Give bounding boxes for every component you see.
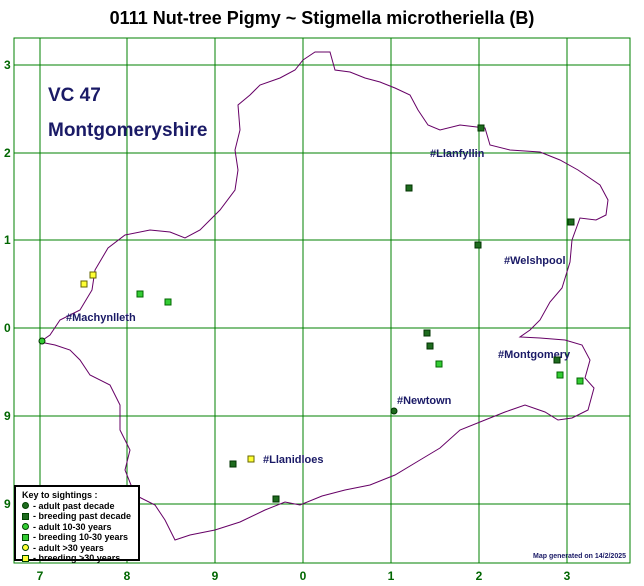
legend-label: - breeding >30 years — [33, 553, 121, 563]
x-label: 9 — [212, 569, 219, 583]
sighting-marker — [553, 356, 561, 364]
x-label: 8 — [124, 569, 131, 583]
town-newtown: #Newtown — [397, 395, 452, 407]
town-marker-newtown — [390, 407, 398, 415]
map-title: 0111 Nut-tree Pigmy ~ Stigmella microthe… — [109, 8, 535, 28]
sighting-marker — [89, 271, 97, 279]
sighting-marker — [247, 455, 255, 463]
sighting-marker — [556, 371, 564, 379]
x-label: 3 — [564, 569, 571, 583]
town-montgomery: #Montgomery — [498, 349, 571, 361]
breeding-10-30-years-icon — [22, 533, 29, 541]
legend-item: - breeding 10-30 years — [22, 532, 138, 543]
town-llanidloes: #Llanidloes — [263, 454, 324, 466]
x-label: 2 — [476, 569, 483, 583]
sightings-breeding-past-decade — [229, 124, 575, 503]
county-boundary — [38, 51, 609, 541]
y-label: 1 — [4, 233, 11, 247]
legend-item: - breeding past decade — [22, 511, 138, 522]
generated-date: Map generated on 14/2/2025 — [533, 553, 626, 560]
breeding-30-plus-years-icon — [22, 554, 29, 562]
sighting-marker — [80, 280, 88, 288]
y-axis-labels: 3 2 1 0 9 9 — [4, 58, 11, 511]
breeding-past-decade-icon — [22, 512, 29, 520]
map-frame — [13, 37, 631, 564]
legend-label: - breeding 10-30 years — [33, 532, 129, 542]
sighting-marker — [576, 377, 584, 385]
vc-name: Montgomeryshire — [48, 120, 207, 141]
sighting-marker — [423, 329, 431, 337]
legend-label: - adult >30 years — [33, 542, 104, 553]
y-label: 9 — [4, 497, 11, 511]
town-welshpool: #Welshpool — [504, 255, 566, 267]
legend-title: Key to sightings : — [22, 490, 98, 500]
y-label: 0 — [4, 321, 11, 335]
town-marker-machynlleth — [38, 337, 46, 345]
x-label: 1 — [388, 569, 395, 583]
legend-label: - adult 10-30 years — [33, 521, 112, 532]
town-llanfyllin: #Llanfyllin — [430, 148, 485, 160]
sighting-marker — [426, 342, 434, 350]
sighting-marker — [477, 124, 485, 132]
x-axis-labels: 7 8 9 0 1 2 3 — [37, 569, 571, 583]
y-label: 9 — [4, 409, 11, 423]
sighting-marker — [136, 290, 144, 298]
legend-item: - adult past decade — [22, 501, 138, 512]
town-machynlleth: #Machynlleth — [66, 312, 136, 324]
sighting-marker — [567, 218, 575, 226]
y-label: 2 — [4, 146, 11, 160]
sighting-marker — [405, 184, 413, 192]
y-label: 3 — [4, 58, 11, 72]
sighting-marker — [474, 241, 482, 249]
adult-10-30-years-icon — [22, 523, 29, 531]
adult-past-decade-icon — [22, 502, 29, 510]
legend-item: - adult >30 years — [22, 543, 138, 554]
legend-label: - adult past decade — [33, 500, 115, 511]
x-label: 0 — [300, 569, 307, 583]
sighting-marker — [272, 495, 280, 503]
sighting-marker — [435, 360, 443, 368]
sightings-breeding-30-plus — [80, 271, 255, 463]
vc-number: VC 47 — [48, 85, 101, 106]
sightings-breeding-10-30 — [136, 290, 584, 385]
legend-item: - breeding >30 years — [22, 553, 138, 564]
x-label: 7 — [37, 569, 44, 583]
adult-30-plus-years-icon — [22, 544, 29, 552]
legend: Key to sightings : - adult past decade -… — [14, 485, 140, 564]
legend-label: - breeding past decade — [33, 511, 132, 521]
sighting-marker — [164, 298, 172, 306]
sighting-marker — [229, 460, 237, 468]
legend-item: - adult 10-30 years — [22, 522, 138, 533]
